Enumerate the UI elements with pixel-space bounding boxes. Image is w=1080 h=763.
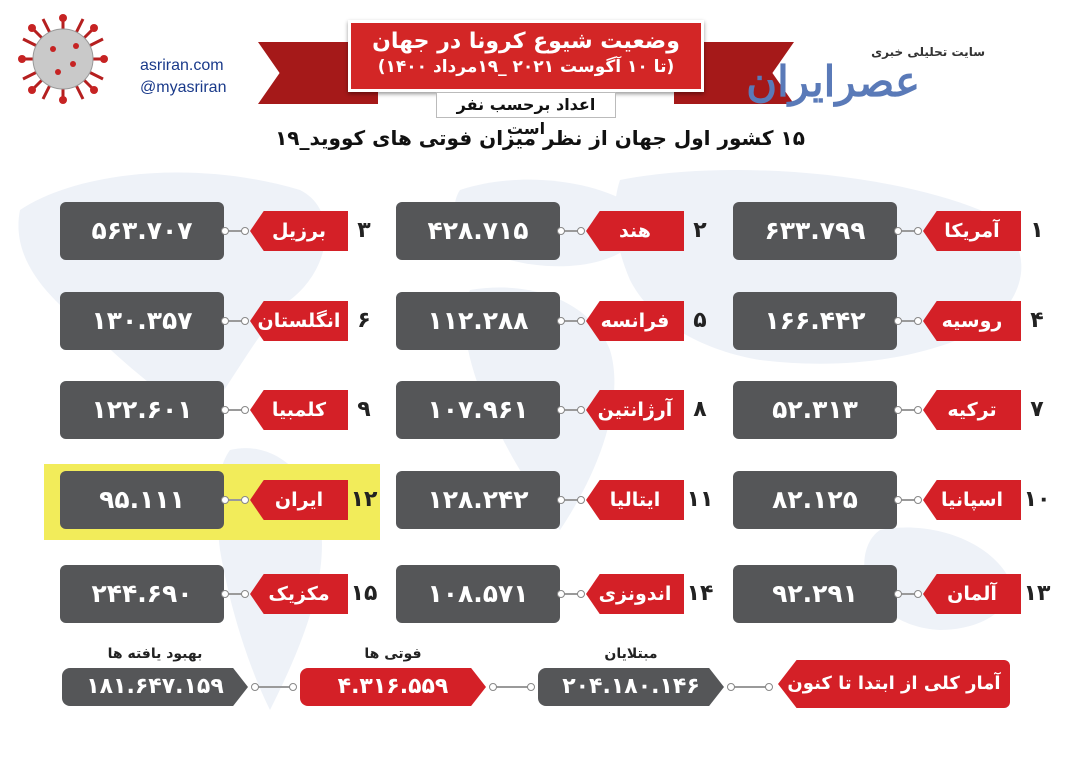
death-count: ۵۲.۳۱۳ [733,381,897,439]
country-name: روسیه [923,301,1021,341]
rank-number: ۸ [693,397,707,422]
rank-number: ۱۰ [1023,487,1051,512]
unit-note: اعداد برحسب نفر است [436,92,616,138]
death-count: ۶۳۳.۷۹۹ [733,202,897,260]
death-count: ۱۳۰.۳۵۷ [60,292,224,350]
connector [221,590,249,598]
death-count: ۱۱۲.۲۸۸ [396,292,560,350]
connector [894,590,922,598]
country-name: ترکیه [923,390,1021,430]
connector [894,317,922,325]
death-count: ۴۲۸.۷۱۵ [396,202,560,260]
death-count: ۹۵.۱۱۱ [60,471,224,529]
connector [894,406,922,414]
country-name: کلمبیا [250,390,348,430]
deaths-caption: فوتی ها [364,646,422,662]
rank-number: ۷ [1030,397,1044,422]
country-name: آرژانتین [586,390,684,430]
connector [557,406,585,414]
connector [221,496,249,504]
death-count: ۲۴۴.۶۹۰ [60,565,224,623]
country-card: ۱۰۷.۹۶۱ آرژانتین ۸ [396,381,711,439]
death-count: ۱۶۶.۴۴۲ [733,292,897,350]
connector [221,227,249,235]
country-name: هند [586,211,684,251]
rank-number: ۶ [357,308,371,333]
rank-number: ۹ [357,397,371,422]
country-name: مکزیک [250,574,348,614]
country-card: ۶۳۳.۷۹۹ آمریکا ۱ [733,202,1048,260]
connector [221,317,249,325]
coronavirus-icon [18,14,108,104]
totals-connector [727,683,773,691]
country-card-iran: ۹۵.۱۱۱ ایران ۱۲ [60,471,378,529]
connector [557,496,585,504]
logo-tagline: سایت تحلیلی خبری [871,45,985,59]
rank-number: ۱۳ [1023,581,1051,606]
country-card: ۵۲.۳۱۳ ترکیه ۷ [733,381,1048,439]
connector [557,317,585,325]
country-name: آلمان [923,574,1021,614]
title-banner: وضعیت شیوع کرونا در جهان (تا ۱۰ آگوست ۲۰… [348,20,704,92]
death-count: ۱۰۸.۵۷۱ [396,565,560,623]
total-cases: ۲۰۴.۱۸۰.۱۴۶ [538,668,724,706]
country-card: ۱۲۸.۲۴۲ ایتالیا ۱۱ [396,471,714,529]
country-card: ۲۴۴.۶۹۰ مکزیک ۱۵ [60,565,378,623]
death-count: ۱۰۷.۹۶۱ [396,381,560,439]
connector [894,227,922,235]
country-name: فرانسه [586,301,684,341]
totals-connector [489,683,535,691]
rank-number: ۵ [693,308,707,333]
country-name: آمریکا [923,211,1021,251]
connector [557,590,585,598]
country-name: ایران [250,480,348,520]
death-count: ۱۲۸.۲۴۲ [396,471,560,529]
death-count: ۱۲۲.۶۰۱ [60,381,224,439]
site-links: asriran.com @myasriran [140,55,226,99]
death-count: ۹۲.۲۹۱ [733,565,897,623]
connector [557,227,585,235]
rank-number: ۱۲ [350,487,378,512]
country-card: ۱۲۲.۶۰۱ کلمبیا ۹ [60,381,375,439]
rank-number: ۲ [693,218,707,243]
country-card: ۱۶۶.۴۴۲ روسیه ۴ [733,292,1048,350]
cases-caption: مبتلایان [604,646,658,662]
site-url[interactable]: asriran.com [140,57,224,74]
rank-number: ۱۴ [686,581,714,606]
total-deaths: ۴.۳۱۶.۵۵۹ [300,668,486,706]
country-card: ۵۶۳.۷۰۷ برزیل ۳ [60,202,375,260]
section-caption: ۱۵ کشور اول جهان از نظر میزان فوتی های ک… [275,126,805,150]
country-card: ۴۲۸.۷۱۵ هند ۲ [396,202,711,260]
date-range: (تا ۱۰ آگوست ۲۰۲۱ _۱۹مرداد ۱۴۰۰) [377,57,675,77]
death-count: ۵۶۳.۷۰۷ [60,202,224,260]
country-name: اسپانیا [923,480,1021,520]
page-title: وضعیت شیوع کرونا در جهان [372,29,680,54]
death-count: ۸۲.۱۲۵ [733,471,897,529]
totals-label: آمار کلی از ابتدا تا کنون [778,660,1010,708]
country-name: انگلستان [250,301,348,341]
total-recovered: ۱۸۱.۶۴۷.۱۵۹ [62,668,248,706]
title-ribbon: وضعیت شیوع کرونا در جهان (تا ۱۰ آگوست ۲۰… [258,20,794,120]
site-handle[interactable]: @myasriran [140,79,227,96]
totals-connector [251,683,297,691]
country-name: برزیل [250,211,348,251]
country-card: ۱۱۲.۲۸۸ فرانسه ۵ [396,292,711,350]
recovered-caption: بهبود یافته ها [107,646,203,662]
country-name: ایتالیا [586,480,684,520]
rank-number: ۴ [1030,308,1044,333]
rank-number: ۱۵ [350,581,378,606]
logo-name: عصرایران [746,57,920,106]
country-name: اندونزی [586,574,684,614]
country-card: ۱۳۰.۳۵۷ انگلستان ۶ [60,292,375,350]
country-card: ۹۲.۲۹۱ آلمان ۱۳ [733,565,1051,623]
asriran-logo: سایت تحلیلی خبری عصرایران [746,45,1040,115]
connector [221,406,249,414]
country-card: ۱۰۸.۵۷۱ اندونزی ۱۴ [396,565,714,623]
rank-number: ۱ [1030,218,1044,243]
connector [894,496,922,504]
rank-number: ۳ [357,218,371,243]
country-card: ۸۲.۱۲۵ اسپانیا ۱۰ [733,471,1051,529]
rank-number: ۱۱ [686,487,714,512]
